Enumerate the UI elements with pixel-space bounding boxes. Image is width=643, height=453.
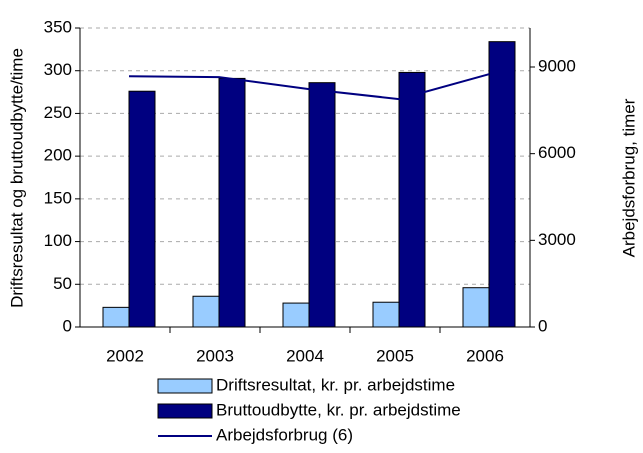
line <box>128 73 490 101</box>
y-tick-label: 100 <box>44 231 72 250</box>
y2-tick-label: 3000 <box>538 230 576 249</box>
x-tick-label: 2003 <box>196 346 234 365</box>
y-tick-label: 300 <box>44 60 72 79</box>
bar <box>128 90 156 328</box>
y-tick-label: 200 <box>44 146 72 165</box>
y2-tick-label: 0 <box>538 316 547 335</box>
bar <box>308 82 336 328</box>
y-tick-label: 250 <box>44 103 72 122</box>
y2-axis-label: Arbejdsforbrug, timer <box>619 98 638 257</box>
bar <box>282 302 310 328</box>
y2-tick-label: 9000 <box>538 56 576 75</box>
legend-swatch <box>157 403 213 419</box>
legend-label: Driftsresultat, kr. pr. arbejdstime <box>216 375 455 394</box>
bar <box>372 301 400 328</box>
y-tick-label: 350 <box>44 17 72 36</box>
bar <box>398 71 426 328</box>
y-tick-label: 50 <box>53 274 72 293</box>
bar <box>488 41 516 328</box>
bar <box>462 287 490 328</box>
x-tick-label: 2006 <box>466 346 504 365</box>
y-axis-label: Driftsresultat og bruttoudbytte/time <box>7 48 26 308</box>
legend-label: Arbejdsforbrug (6) <box>216 425 353 444</box>
x-tick-label: 2005 <box>376 346 414 365</box>
legend-swatch <box>157 378 213 394</box>
x-tick-label: 2004 <box>286 346 324 365</box>
legend-label: Bruttoudbytte, kr. pr. arbejdstime <box>216 400 461 419</box>
x-tick-label: 2002 <box>106 346 144 365</box>
y-tick-label: 150 <box>44 188 72 207</box>
bar <box>218 77 246 328</box>
bar <box>192 295 220 328</box>
y-tick-label: 0 <box>63 316 72 335</box>
bar <box>102 306 130 328</box>
y2-tick-label: 6000 <box>538 143 576 162</box>
